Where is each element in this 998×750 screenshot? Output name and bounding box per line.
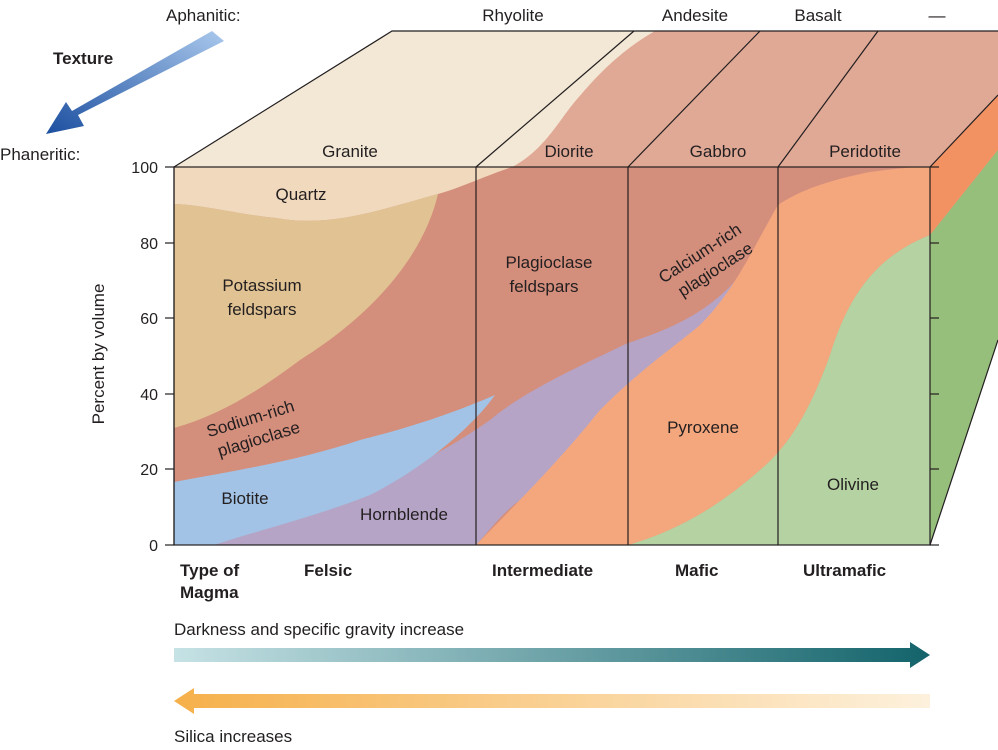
magma-ultramafic: Ultramafic xyxy=(803,561,886,580)
silica-arrow-group: Silica increases xyxy=(174,688,930,746)
biotite-region xyxy=(174,395,495,545)
y-tick-label-20: 20 xyxy=(140,462,158,479)
y-axis: 0 20 40 60 80 100 Percent by volume xyxy=(89,160,939,555)
label-olivine: Olivine xyxy=(827,475,879,494)
top-divider-3 xyxy=(777,30,879,168)
hornblende-region xyxy=(214,210,778,545)
pyroxene-region xyxy=(476,167,930,545)
label-hornblende: Hornblende xyxy=(360,505,448,524)
texture-legend: Aphanitic: Phaneritic: Texture xyxy=(0,6,241,164)
rock-granite: Granite xyxy=(322,142,378,161)
darkness-arrow xyxy=(174,642,930,668)
top-divider-1 xyxy=(475,30,635,168)
magma-type-label-1: Type of xyxy=(180,561,240,580)
olivine-region xyxy=(628,235,930,545)
label-quartz: Quartz xyxy=(275,185,326,204)
top-divider-2 xyxy=(627,30,761,168)
potassium-feldspar-region xyxy=(174,194,438,428)
label-potassium-2: feldspars xyxy=(228,300,297,319)
rock-basalt: Basalt xyxy=(794,6,842,25)
rock-none-dash: — xyxy=(929,6,946,25)
texture-label: Texture xyxy=(53,49,113,68)
y-tick-label-40: 40 xyxy=(140,387,158,404)
silica-label: Silica increases xyxy=(174,727,292,746)
label-plagioclase-2: feldspars xyxy=(510,277,579,296)
top-face xyxy=(173,30,998,168)
magma-type-label-2: Magma xyxy=(180,583,239,602)
darkness-arrow-group: Darkness and specific gravity increase xyxy=(174,620,930,668)
darkness-label: Darkness and specific gravity increase xyxy=(174,620,464,639)
y-tick-label-80: 80 xyxy=(140,236,158,253)
side-face-edge xyxy=(929,339,998,546)
front-face xyxy=(173,166,931,546)
side-face-pyroxene xyxy=(930,95,998,235)
side-face-top-edge xyxy=(929,94,998,168)
y-tick-label-100: 100 xyxy=(131,160,158,177)
texture-arrow xyxy=(46,31,224,134)
side-face xyxy=(929,94,998,546)
label-pyroxene: Pyroxene xyxy=(667,418,739,437)
top-face-outline xyxy=(173,30,998,168)
rock-diorite: Diorite xyxy=(544,142,593,161)
quartz-region xyxy=(174,167,512,221)
top-face-mafic-region xyxy=(512,31,998,167)
label-plagioclase-1: Plagioclase xyxy=(506,253,593,272)
y-tick-label-0: 0 xyxy=(149,538,158,555)
phaneritic-label: Phaneritic: xyxy=(0,145,80,164)
magma-intermediate: Intermediate xyxy=(492,561,593,580)
magma-felsic: Felsic xyxy=(304,561,352,580)
y-axis-ticks xyxy=(165,166,174,546)
rock-rhyolite: Rhyolite xyxy=(482,6,543,25)
magma-mafic: Mafic xyxy=(675,561,718,580)
side-face-olivine xyxy=(930,150,998,545)
silica-arrow xyxy=(174,688,930,714)
y-axis-label: Percent by volume xyxy=(89,284,108,425)
rock-gabbro: Gabbro xyxy=(690,142,747,161)
right-ticks xyxy=(930,166,939,546)
label-biotite: Biotite xyxy=(221,489,268,508)
label-potassium-1: Potassium xyxy=(222,276,301,295)
rock-andesite: Andesite xyxy=(662,6,728,25)
y-tick-label-60: 60 xyxy=(140,311,158,328)
aphanitic-label: Aphanitic: xyxy=(166,6,241,25)
rock-peridotite: Peridotite xyxy=(829,142,901,161)
